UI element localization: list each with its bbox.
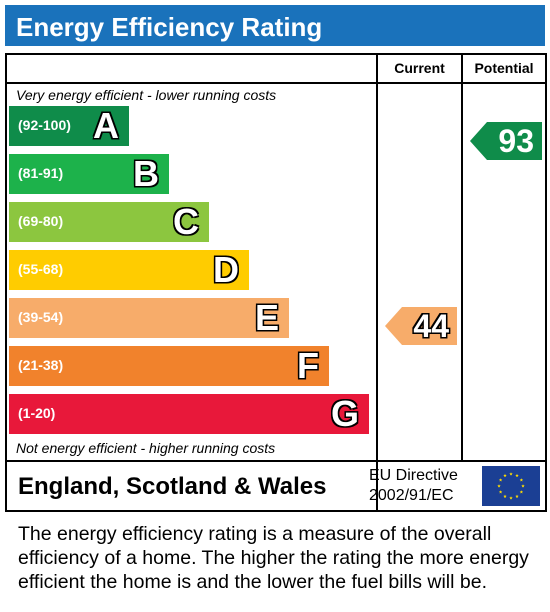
title-bar: Energy Efficiency Rating	[5, 5, 545, 46]
band-range: (1-20)	[18, 405, 56, 421]
flag-star	[515, 494, 519, 498]
band-letter: E	[254, 297, 279, 338]
band-letter: C	[173, 201, 199, 242]
column-current-header: Current	[394, 60, 445, 76]
band-f: (21-38) F	[9, 346, 329, 386]
band-range: (55-68)	[18, 261, 64, 277]
potential-arrow-shape	[470, 122, 542, 160]
description-text: The energy efficiency rating is a measur…	[18, 523, 529, 593]
flag-star	[503, 494, 507, 498]
rating-chart: Current Potential Very energy efficient …	[5, 53, 547, 512]
flag-star	[509, 472, 513, 476]
flag-star	[498, 478, 503, 482]
band-range: (92-100)	[18, 117, 71, 133]
flag-star	[503, 473, 507, 478]
band-b: (81-91) B	[9, 154, 169, 194]
flag-star	[521, 484, 525, 488]
potential-rating-arrow: 93	[470, 122, 542, 160]
potential-rating-value: 93	[498, 123, 534, 159]
band-range: (21-38)	[18, 357, 64, 373]
band-a: (92-100) A	[9, 106, 129, 146]
divider-current	[376, 55, 378, 510]
footer-divider	[7, 460, 545, 462]
band-range: (39-54)	[18, 309, 64, 325]
page-title: Energy Efficiency Rating	[16, 12, 323, 42]
current-arrow-fill	[385, 307, 457, 345]
eu-flag-icon	[482, 466, 540, 506]
flag-star	[497, 484, 501, 488]
region-label: England, Scotland & Wales	[18, 473, 327, 500]
flag-star	[509, 496, 513, 500]
potential-arrow-fill	[470, 122, 542, 160]
column-potential-header: Potential	[474, 60, 534, 76]
header-divider	[7, 82, 545, 84]
band-d: (55-68) D	[9, 250, 249, 290]
band-c: (69-80) C	[9, 202, 209, 242]
flag-star	[498, 490, 503, 494]
band-letter: G	[330, 393, 359, 434]
current-rating-value: 44	[413, 308, 449, 344]
band-letter: A	[93, 105, 119, 146]
band-e: (39-54) E	[9, 298, 289, 338]
current-arrow-shape	[385, 307, 457, 345]
current-rating-arrow: 44	[385, 307, 457, 345]
band-g: (1-20) G	[9, 394, 369, 434]
caption-top: Very energy efficient - lower running co…	[16, 87, 277, 103]
caption-bottom: Not energy efficient - higher running co…	[16, 440, 276, 456]
flag-star	[515, 473, 519, 478]
directive-line-1: EU Directive	[369, 467, 458, 484]
band-range: (69-80)	[18, 213, 64, 229]
band-letter: D	[213, 249, 239, 290]
flag-star	[519, 478, 524, 482]
divider-potential	[461, 55, 463, 462]
band-letter: B	[133, 153, 159, 194]
flag-star	[519, 490, 524, 494]
directive-line-2: 2002/91/EC	[369, 487, 454, 504]
band-range: (81-91)	[18, 165, 64, 181]
band-letter: F	[297, 345, 319, 386]
